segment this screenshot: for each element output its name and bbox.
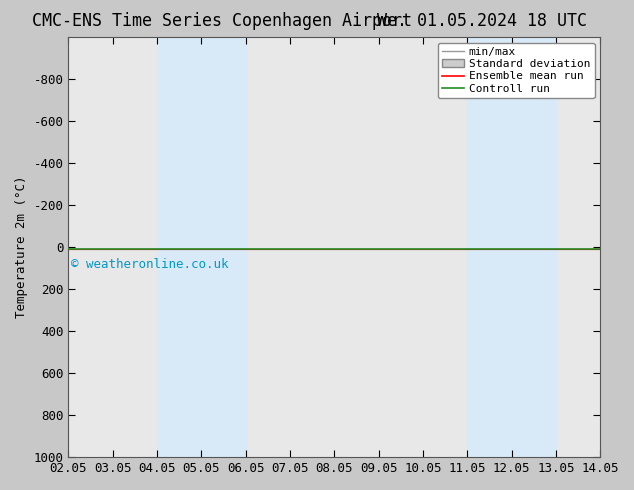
Text: We. 01.05.2024 18 UTC: We. 01.05.2024 18 UTC (377, 12, 587, 30)
Text: © weatheronline.co.uk: © weatheronline.co.uk (71, 258, 229, 270)
Bar (157, 37, 202, 457)
Bar (512, 37, 556, 457)
Legend: min/max, Standard deviation, Ensemble mean run, Controll run: min/max, Standard deviation, Ensemble me… (437, 43, 595, 98)
Bar (467, 37, 512, 457)
Y-axis label: Temperature 2m (°C): Temperature 2m (°C) (15, 176, 28, 318)
Bar (202, 37, 246, 457)
Text: CMC-ENS Time Series Copenhagen Airport: CMC-ENS Time Series Copenhagen Airport (32, 12, 412, 30)
